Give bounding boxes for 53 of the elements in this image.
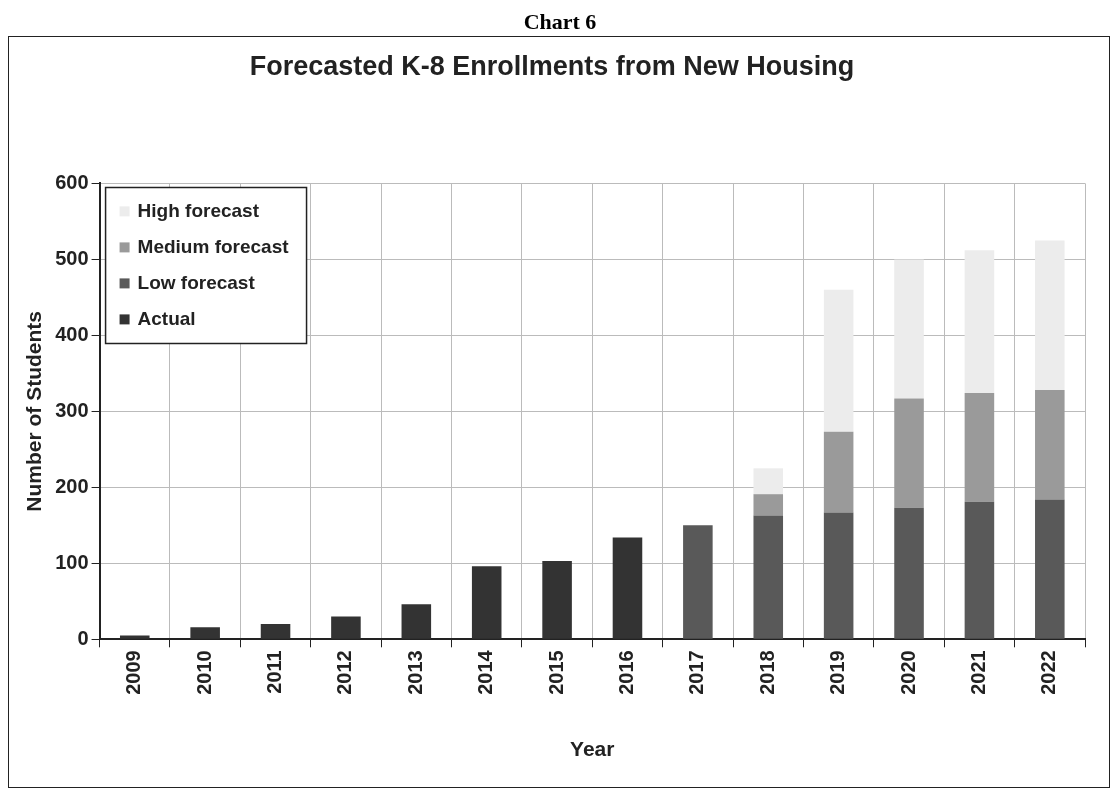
legend-label: Actual [137, 307, 196, 329]
bar [542, 561, 572, 639]
y-axis-title: Number of Students [22, 311, 46, 512]
y-tick-label: 0 [77, 626, 89, 649]
bar [964, 250, 995, 394]
x-tick-label: 2020 [896, 650, 919, 695]
x-tick-label: 2016 [614, 650, 637, 695]
x-tick-label: 2011 [263, 650, 286, 694]
x-tick-label: 2013 [403, 650, 426, 695]
bar [823, 512, 854, 639]
bar [964, 501, 995, 639]
chart-title: Forecasted K-8 Enrollments from New Housing [249, 50, 855, 81]
y-tick-label: 100 [55, 550, 89, 573]
y-tick-label: 600 [55, 170, 89, 193]
legend-label: Low forecast [137, 271, 256, 293]
caption: Chart 6 [522, 8, 598, 36]
x-tick-label: 2009 [122, 650, 145, 695]
y-tick-label: 500 [55, 246, 89, 269]
y-tick-label: 400 [55, 322, 89, 345]
bar [190, 627, 220, 639]
x-tick-label: 2012 [333, 650, 356, 695]
bar [753, 515, 784, 639]
bar [753, 468, 784, 495]
x-tick-label: 2019 [826, 650, 849, 695]
bar [612, 537, 643, 639]
bar [823, 431, 854, 513]
bar [1035, 390, 1065, 500]
x-tick-label: 2015 [544, 650, 567, 695]
bar [683, 525, 713, 639]
x-tick-label: 2010 [192, 650, 215, 695]
x-tick-label: 2022 [1037, 650, 1060, 695]
y-tick-label: 200 [55, 474, 89, 497]
bar [894, 398, 924, 508]
bar [119, 635, 150, 639]
bar [894, 259, 924, 399]
x-tick-label: 2017 [685, 650, 708, 695]
legend-label: High forecast [137, 199, 260, 221]
bar [894, 507, 924, 639]
bar [401, 604, 432, 639]
bar [823, 289, 854, 432]
bar [331, 616, 361, 639]
bar [1035, 499, 1065, 639]
x-tick-label: 2021 [966, 650, 989, 695]
x-tick-label: 2014 [474, 649, 497, 695]
x-tick-label: 2018 [755, 650, 778, 695]
legend-label: Medium forecast [137, 235, 290, 257]
bar [1035, 240, 1065, 391]
bar [471, 566, 502, 639]
bar [753, 494, 784, 516]
y-tick-label: 300 [55, 398, 89, 421]
bar [260, 624, 291, 639]
x-axis-title: Year [570, 737, 615, 761]
bar [964, 393, 995, 502]
